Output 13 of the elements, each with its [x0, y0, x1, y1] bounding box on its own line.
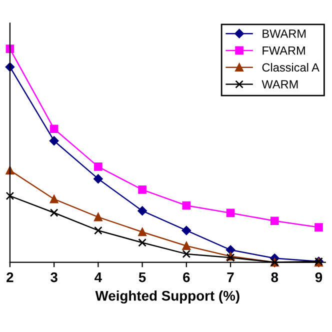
x-tick-label: 4 [94, 272, 102, 282]
x-tick-label: 8 [271, 272, 278, 282]
legend-label: Classical A [262, 62, 320, 72]
legend-label: FWARM [262, 46, 305, 55]
x-tick-label: 5 [138, 272, 146, 282]
legend-label: WARM [262, 80, 298, 88]
x-tick-label: 9 [315, 272, 322, 282]
x-tick-label: 6 [183, 272, 190, 282]
x-tick-label: 7 [227, 272, 234, 282]
x-axis-title: Weighted Support (%) [95, 290, 240, 304]
legend-label: BWARM [262, 30, 306, 38]
x-tick-label: 2 [6, 272, 14, 282]
x-tick-label: 3 [50, 272, 58, 282]
